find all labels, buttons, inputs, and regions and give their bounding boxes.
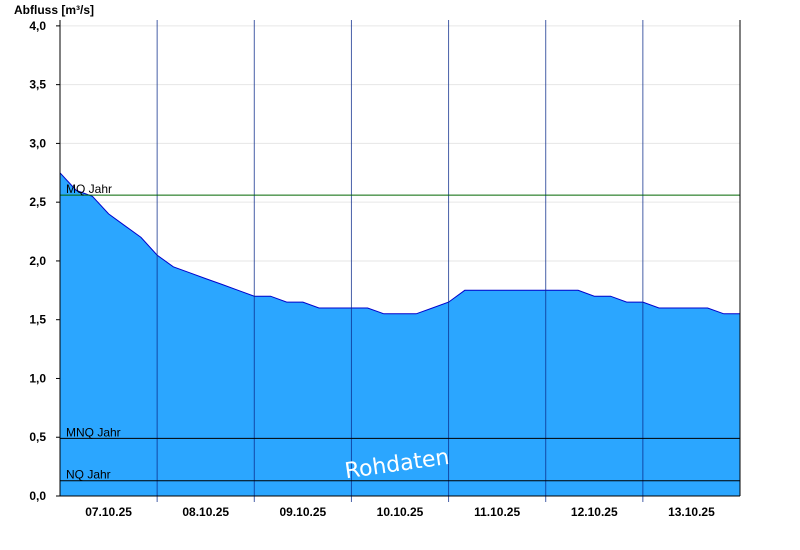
reference-line-label: MQ Jahr bbox=[66, 182, 112, 196]
x-tick-label: 11.10.25 bbox=[474, 505, 520, 519]
y-axis-title: Abfluss [m³/s] bbox=[14, 3, 94, 17]
x-tick-label: 12.10.25 bbox=[571, 505, 618, 519]
y-tick-label: 1,5 bbox=[29, 313, 46, 327]
x-tick-label: 10.10.25 bbox=[377, 505, 424, 519]
y-tick-label: 0,0 bbox=[29, 489, 46, 503]
y-tick-label: 2,0 bbox=[29, 254, 46, 268]
y-tick-label: 2,5 bbox=[29, 195, 46, 209]
x-tick-label: 07.10.25 bbox=[85, 505, 132, 519]
discharge-area bbox=[60, 172, 740, 497]
x-tick-label: 09.10.25 bbox=[279, 505, 326, 519]
y-tick-label: 3,5 bbox=[29, 78, 46, 92]
x-tick-label: 13.10.25 bbox=[668, 505, 715, 519]
y-tick-label: 1,0 bbox=[29, 371, 46, 385]
reference-line-label: NQ Jahr bbox=[66, 468, 111, 482]
x-tick-label: 08.10.25 bbox=[182, 505, 229, 519]
y-tick-label: 0,5 bbox=[29, 430, 46, 444]
y-tick-label: 3,0 bbox=[29, 136, 46, 150]
reference-line-label: MNQ Jahr bbox=[66, 425, 121, 439]
discharge-line bbox=[59, 172, 740, 315]
y-tick-label: 4,0 bbox=[29, 19, 46, 33]
